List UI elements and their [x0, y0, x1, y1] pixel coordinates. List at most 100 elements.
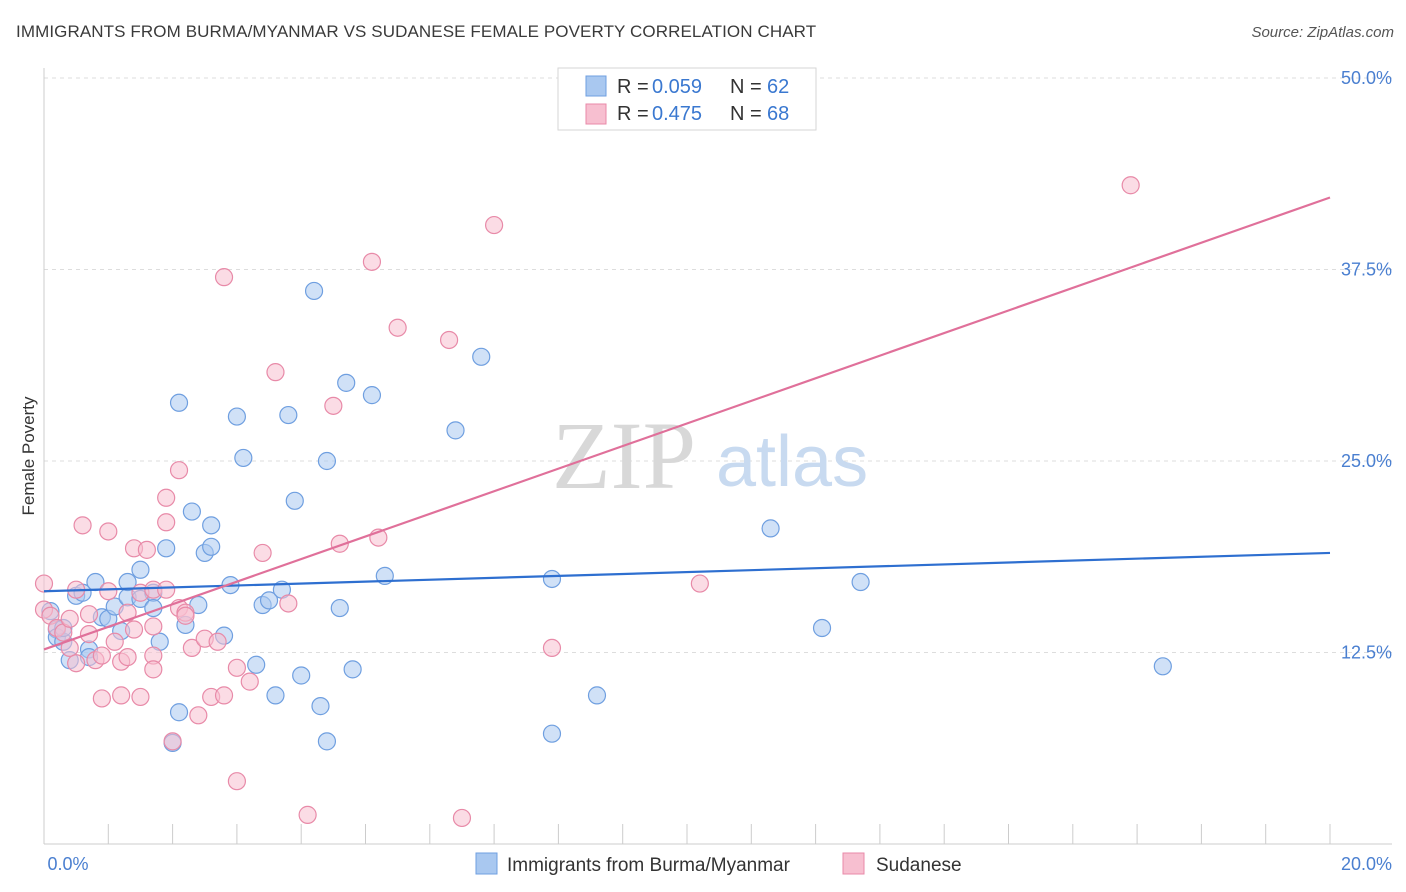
series-burma-points	[41, 281, 1172, 752]
burma-point-27	[182, 502, 201, 521]
sudanese-point-40	[189, 706, 208, 725]
sudanese-point-5	[60, 609, 79, 628]
sudanese-point-43	[208, 632, 227, 651]
sudanese-point-60	[485, 215, 504, 235]
y-axis-label: Female Poverty	[19, 396, 38, 516]
legend-swatch-sudanese	[585, 103, 607, 125]
sudanese-point-17	[105, 632, 124, 651]
burma-point-59	[812, 618, 832, 638]
burma-point-31	[202, 537, 221, 556]
sudanese-point-8	[67, 654, 86, 673]
burma-point-50	[343, 660, 362, 679]
burma-point-18	[131, 560, 150, 579]
sudanese-point-0	[34, 574, 54, 593]
sudanese-point-49	[253, 543, 272, 563]
sudanese-point-10	[79, 605, 99, 624]
grid-lines	[44, 77, 1392, 653]
sudanese-point-63	[1121, 176, 1140, 195]
burma-point-42	[285, 491, 304, 510]
legend-r-value-burma: 0.059	[652, 76, 702, 98]
sudanese-point-30	[144, 660, 163, 679]
sudanese-point-58	[439, 330, 459, 350]
legend-swatch-burma	[585, 75, 607, 97]
burma-point-25	[169, 393, 189, 412]
sudanese-point-21	[118, 647, 137, 667]
sudanese-point-14	[92, 646, 111, 665]
burma-point-45	[311, 697, 330, 716]
sudanese-point-45	[214, 268, 234, 287]
x-tick-label-min: 0.0%	[47, 854, 88, 874]
sudanese-point-26	[137, 540, 156, 559]
burma-point-35	[234, 448, 253, 468]
burma-point-48	[330, 598, 349, 618]
burma-point-55	[542, 724, 562, 743]
burma-point-22	[157, 539, 176, 558]
burma-point-53	[446, 421, 465, 440]
sudanese-point-36	[169, 461, 189, 480]
burma-point-46	[317, 451, 337, 471]
x-tick-marks	[107, 824, 1331, 844]
x-tick-label-max: 20.0%	[1341, 854, 1392, 874]
burma-point-39	[266, 686, 285, 705]
sudanese-point-53	[324, 396, 343, 415]
bottom-legend-swatch-sudanese	[842, 852, 865, 875]
burma-point-44	[304, 281, 324, 301]
sudanese-point-47	[227, 772, 246, 791]
legend-n-value-burma: 62	[767, 76, 789, 98]
watermark: ZIP atlas	[552, 402, 868, 509]
burma-point-24	[169, 703, 189, 722]
burma-point-54	[472, 347, 491, 366]
burma-point-43	[292, 666, 311, 685]
burma-point-47	[317, 732, 337, 751]
sudanese-point-9	[73, 516, 92, 535]
burma-point-58	[761, 519, 780, 538]
sudanese-point-61	[542, 638, 562, 658]
sudanese-point-48	[240, 672, 259, 691]
y-tick-labels: 12.5% 25.0% 37.5% 50.0%	[1341, 68, 1392, 663]
bottom-legend-label-sudanese: Sudanese	[876, 855, 962, 876]
bottom-legend-label-burma: Immigrants from Burma/Myanmar	[507, 855, 791, 876]
y-tick-label-0: 12.5%	[1341, 643, 1392, 663]
sudanese-point-34	[163, 732, 182, 751]
sudanese-point-33	[157, 580, 176, 599]
sudanese-point-59	[452, 808, 472, 828]
y-tick-label-1: 25.0%	[1341, 451, 1392, 471]
sudanese-point-51	[279, 594, 298, 613]
source-note: Source: ZipAtlas.com	[1251, 24, 1394, 41]
sudanese-point-19	[112, 686, 131, 705]
sudanese-point-57	[388, 318, 407, 337]
watermark-zip: ZIP	[552, 402, 696, 509]
sudanese-point-46	[227, 658, 246, 677]
y-tick-label-2: 37.5%	[1341, 260, 1392, 280]
sudanese-point-28	[144, 617, 163, 636]
burma-point-51	[362, 386, 382, 405]
sudanese-point-16	[99, 582, 118, 601]
legend-n-label-sudanese: N =	[730, 103, 762, 125]
sudanese-trend-line	[43, 196, 1331, 651]
sudanese-point-15	[99, 522, 118, 541]
burma-point-56	[542, 569, 562, 589]
sudanese-point-39	[182, 638, 201, 658]
burma-point-16	[118, 572, 137, 592]
trend-lines	[43, 196, 1331, 651]
legend-r-value-sudanese: 0.475	[652, 103, 702, 125]
sudanese-point-32	[157, 513, 176, 532]
burma-point-49	[337, 373, 356, 392]
legend-r-label-sudanese: R =	[617, 103, 649, 125]
axes	[43, 68, 1392, 845]
watermark-atlas: atlas	[716, 422, 868, 502]
sudanese-point-22	[124, 620, 144, 639]
sudanese-point-13	[92, 689, 111, 708]
burma-point-57	[587, 686, 607, 705]
burma-point-41	[279, 405, 298, 425]
legend-n-label-burma: N =	[730, 76, 762, 98]
legend-r-label-burma: R =	[617, 76, 649, 98]
y-tick-label-3: 50.0%	[1341, 68, 1392, 88]
burma-point-38	[259, 591, 279, 610]
bottom-legend-swatch-burma	[475, 852, 498, 875]
legend-n-value-sudanese: 68	[767, 103, 789, 125]
burma-trend-line	[43, 551, 1331, 593]
sudanese-point-62	[690, 574, 709, 593]
sudanese-point-50	[266, 363, 285, 382]
sudanese-point-44	[214, 686, 234, 705]
